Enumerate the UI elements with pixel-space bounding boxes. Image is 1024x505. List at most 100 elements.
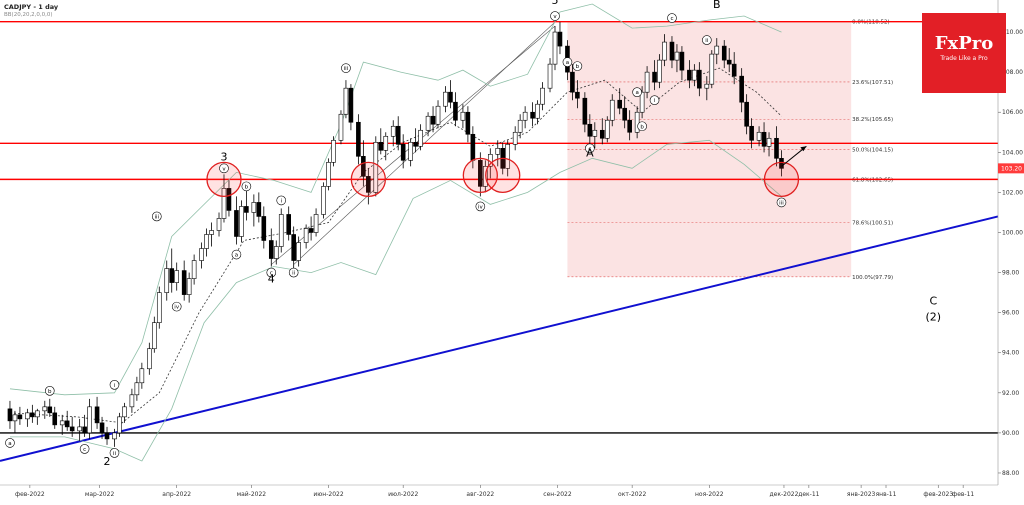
candle-body xyxy=(199,248,204,261)
candle-body xyxy=(216,218,222,231)
candle-body xyxy=(209,230,214,235)
candle-body xyxy=(221,188,227,219)
candle-body xyxy=(156,292,162,323)
y-tick-label: 98.00 xyxy=(1002,270,1019,277)
brand-logo: FxPro Trade Like a Pro xyxy=(922,13,1006,93)
candle-body xyxy=(627,119,632,133)
candle-body xyxy=(609,99,615,121)
x-tick-label: фев-2022 xyxy=(15,491,45,498)
minor-wave-label: iv xyxy=(174,305,180,311)
candle-body xyxy=(17,414,23,420)
candle-body xyxy=(366,176,371,193)
minor-wave-marker xyxy=(79,444,90,454)
candle-body xyxy=(69,426,75,432)
candle-body xyxy=(326,162,331,187)
candle-body xyxy=(35,410,40,418)
candle-body xyxy=(622,107,627,121)
candle-body xyxy=(714,45,720,55)
candle-body xyxy=(731,63,737,77)
candle-body xyxy=(644,71,650,93)
candle-body xyxy=(669,41,675,61)
candle-body xyxy=(400,143,406,161)
x-tick-label: авг-2022 xyxy=(466,491,494,498)
x-tick-label: ноя-2022 xyxy=(695,491,724,498)
candle-body xyxy=(582,97,588,125)
candle-body xyxy=(766,137,772,147)
y-tick-label: 108.00 xyxy=(1002,69,1023,76)
candle-body xyxy=(697,69,702,89)
candle-body xyxy=(535,103,540,119)
candle-body xyxy=(52,412,58,426)
bollinger-upper-line xyxy=(9,3,782,396)
major-wave-label: B xyxy=(713,0,721,11)
candle-body xyxy=(77,426,82,432)
candle-body xyxy=(599,129,605,139)
x-tick-label: май-2022 xyxy=(237,491,267,498)
minor-wave-label: c xyxy=(588,146,591,152)
x-tick-label: окт-2022 xyxy=(618,491,646,498)
wave-channel-line xyxy=(271,25,556,265)
y-tick-label: 110.00 xyxy=(1002,29,1023,36)
candle-body xyxy=(308,228,314,233)
minor-wave-marker xyxy=(667,13,677,23)
candle-body xyxy=(303,228,309,243)
candle-body xyxy=(395,125,401,145)
candle-body xyxy=(191,260,197,279)
candle-body xyxy=(587,123,593,137)
x-tick-label: фев-2023 xyxy=(923,491,953,498)
fib-level-label: 50.0%(104.15) xyxy=(852,147,893,153)
x-tick-label: мар-2022 xyxy=(85,491,115,498)
candle-body xyxy=(704,83,710,89)
highlight-circle xyxy=(485,157,521,194)
candle-body xyxy=(117,416,122,434)
y-tick-label: 94.00 xyxy=(1002,350,1019,357)
minor-wave-marker xyxy=(171,301,182,312)
candle-body xyxy=(25,412,30,420)
candle-body xyxy=(251,202,257,213)
candle-body xyxy=(87,406,92,434)
x-tick-label: апр-2022 xyxy=(162,491,191,498)
candle-body xyxy=(408,141,413,161)
candle-body xyxy=(268,240,274,259)
minor-wave-label: iii xyxy=(779,200,784,206)
candle-body xyxy=(390,125,396,137)
minor-wave-marker xyxy=(5,438,15,448)
minor-wave-marker xyxy=(550,11,560,21)
y-tick-label: 90.00 xyxy=(1002,430,1019,437)
x-tick-label: янв-2023 xyxy=(847,491,876,498)
candle-body xyxy=(30,412,35,418)
highlight-circle xyxy=(763,161,800,198)
candle-body xyxy=(679,51,685,71)
candle-body xyxy=(495,148,501,155)
candle-body xyxy=(522,111,528,121)
major-wave-label: 3 xyxy=(220,150,227,163)
candle-body xyxy=(94,406,100,424)
candle-body xyxy=(517,119,523,133)
candle-body xyxy=(296,242,301,261)
minor-wave-marker xyxy=(151,211,162,222)
current-price-label: 103.20 xyxy=(1001,165,1022,172)
bollinger-lower-line xyxy=(10,139,782,462)
minor-wave-label: c xyxy=(670,16,673,22)
candle-body xyxy=(779,158,784,169)
brand-tagline: Trade Like a Pro xyxy=(940,55,988,62)
candle-body xyxy=(59,420,65,426)
minor-wave-label: c xyxy=(270,271,273,277)
minor-wave-marker xyxy=(632,87,642,97)
y-tick-label: 104.00 xyxy=(1002,149,1023,156)
minor-wave-marker xyxy=(585,143,595,154)
highlight-circle xyxy=(462,157,498,194)
candle-body xyxy=(134,382,140,396)
candle-body xyxy=(413,141,418,147)
candle-body xyxy=(592,129,598,137)
minor-wave-marker xyxy=(341,63,351,73)
candle-body xyxy=(443,91,448,107)
candle-body xyxy=(530,111,535,119)
minor-wave-label: v xyxy=(222,166,226,172)
major-wave-label: A xyxy=(586,146,594,159)
y-tick-label: 92.00 xyxy=(1002,390,1019,397)
x-tick-label: июл-2022 xyxy=(388,491,418,498)
x-tick-label: дек-11 xyxy=(798,491,819,498)
